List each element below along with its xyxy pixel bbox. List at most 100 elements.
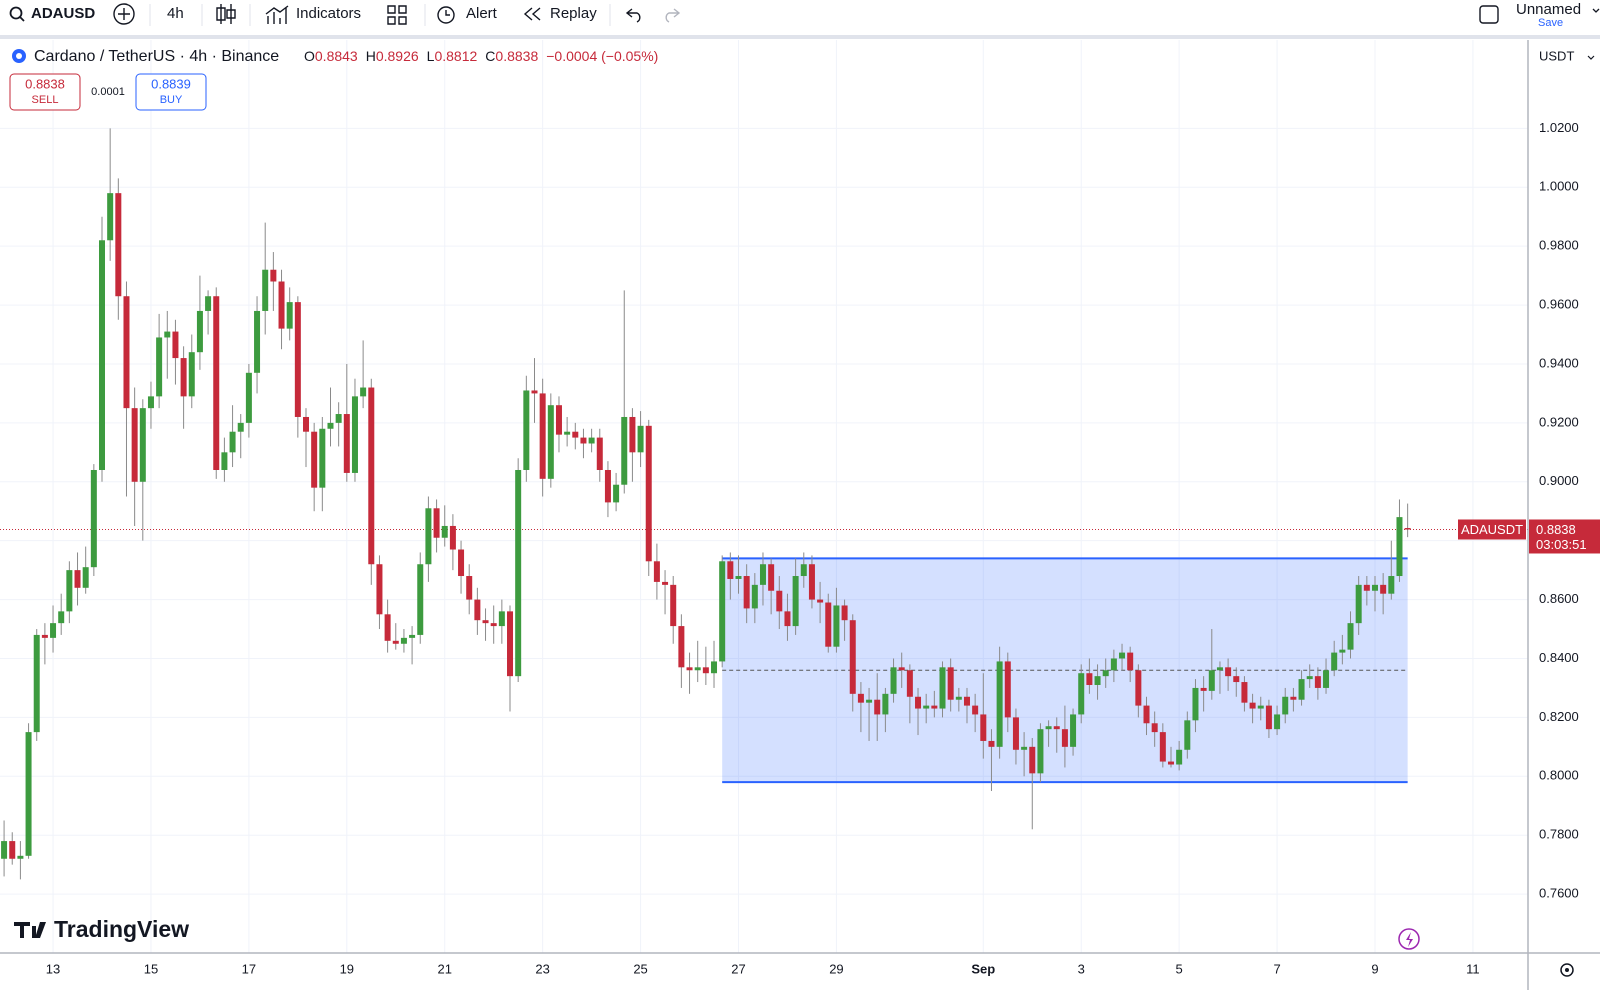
candle-body xyxy=(923,705,930,709)
candle-body xyxy=(808,564,815,600)
search-icon[interactable] xyxy=(9,6,23,20)
candle-body xyxy=(270,269,277,282)
buy-price[interactable]: 0.8839 xyxy=(151,76,191,91)
candle-body xyxy=(449,525,456,550)
candle-body xyxy=(972,705,979,715)
candle-body xyxy=(229,431,236,453)
candle-body xyxy=(180,358,187,397)
sell-price[interactable]: 0.8838 xyxy=(25,76,65,91)
candle-body xyxy=(613,484,620,503)
alert-icon[interactable] xyxy=(437,6,455,24)
candle-body xyxy=(1314,676,1321,688)
sell-button[interactable] xyxy=(9,73,81,111)
candle-body xyxy=(759,564,766,585)
candle-body xyxy=(74,570,81,588)
candle-body xyxy=(384,614,391,641)
settings-button[interactable] xyxy=(1560,963,1574,977)
candle-body xyxy=(1029,746,1036,774)
candle-body xyxy=(662,581,669,585)
candle-body xyxy=(9,841,16,859)
redo-icon[interactable] xyxy=(665,8,681,23)
candle-body xyxy=(221,452,228,470)
lightning-button[interactable] xyxy=(1398,928,1420,950)
candle-body xyxy=(1184,720,1191,750)
settings-icon xyxy=(1565,968,1569,972)
add-symbol[interactable] xyxy=(113,3,135,25)
candle-body xyxy=(286,302,293,329)
candle-body xyxy=(1119,652,1126,659)
candle-body xyxy=(555,405,562,435)
ohlc-value: 0.8843 xyxy=(315,48,358,64)
sell-label[interactable]: SELL xyxy=(32,94,59,106)
candle-body xyxy=(425,508,432,565)
candle-body xyxy=(123,296,130,409)
candle-body xyxy=(1143,705,1150,724)
watermark-logo xyxy=(14,922,46,938)
replay-icon[interactable] xyxy=(523,7,541,21)
interval[interactable]: 4h xyxy=(167,5,184,22)
symbol[interactable]: ADAUSD xyxy=(31,5,95,22)
candle-body xyxy=(1070,714,1077,747)
x-tick-label: 7 xyxy=(1273,961,1280,976)
candle-body xyxy=(1298,679,1305,700)
candle-body xyxy=(164,331,171,338)
candle-body xyxy=(768,564,775,591)
candle-body xyxy=(645,425,652,562)
candle-body xyxy=(262,269,269,311)
candle-body xyxy=(343,414,350,473)
layout-icon[interactable] xyxy=(1479,5,1499,24)
candle-body xyxy=(955,696,962,700)
candle-body xyxy=(963,696,970,706)
y-tick-label: 0.7600 xyxy=(1539,886,1579,901)
alert-button[interactable]: Alert xyxy=(466,5,498,22)
change: −0.0004 (−0.05%) xyxy=(546,48,658,64)
candle-body xyxy=(1388,576,1395,594)
candle-body xyxy=(784,611,791,627)
price-tag xyxy=(1529,519,1600,554)
candle-body xyxy=(1,841,8,859)
x-tick-label: 9 xyxy=(1371,961,1378,976)
replay-button[interactable]: Replay xyxy=(550,5,597,22)
buy-button[interactable] xyxy=(135,73,207,111)
candle-body xyxy=(1208,670,1215,691)
toolbar-border xyxy=(0,35,1600,39)
candle-body xyxy=(1233,676,1240,683)
candle-body xyxy=(539,393,546,479)
candle-body xyxy=(131,408,138,482)
save-button[interactable]: Save xyxy=(1538,17,1563,29)
y-tick-label: 1.0200 xyxy=(1539,120,1579,135)
candle-body xyxy=(580,437,587,444)
layout-chevron[interactable] xyxy=(1592,8,1600,13)
candle-body xyxy=(792,576,799,627)
indicators-icon[interactable] xyxy=(265,5,289,24)
candle-body xyxy=(882,693,889,715)
undo-icon[interactable] xyxy=(625,8,641,23)
candle-body xyxy=(727,561,734,579)
candle-body xyxy=(1127,652,1134,671)
y-tick-label: 0.9600 xyxy=(1539,297,1579,312)
currency[interactable]: USDT xyxy=(1539,48,1574,63)
candle-body xyxy=(498,611,505,627)
candle-body xyxy=(172,331,179,359)
layouts-icon[interactable] xyxy=(387,5,407,25)
legend-title: Cardano / TetherUS · 4h · Binance xyxy=(34,48,279,65)
buy-label[interactable]: BUY xyxy=(160,94,183,106)
candle-body xyxy=(1274,714,1281,730)
ohlc-value: 0.8812 xyxy=(434,48,477,64)
candle-body xyxy=(335,414,342,423)
layout-name[interactable]: Unnamed xyxy=(1516,1,1581,18)
currency-chevron[interactable] xyxy=(1587,55,1595,60)
chart-type-icon[interactable] xyxy=(216,4,236,24)
x-tick-label: 11 xyxy=(1466,961,1480,976)
candle-body xyxy=(915,696,922,709)
plot xyxy=(0,40,1528,953)
candle-body xyxy=(278,281,285,329)
candle-body xyxy=(1110,658,1117,671)
indicators-button[interactable]: Indicators xyxy=(296,5,361,22)
candle-body xyxy=(139,408,146,482)
candle-body xyxy=(1257,705,1264,709)
candle-body xyxy=(939,667,946,709)
candle-body xyxy=(629,416,636,453)
search-icon-handle xyxy=(19,16,25,22)
candle-body xyxy=(604,469,611,503)
